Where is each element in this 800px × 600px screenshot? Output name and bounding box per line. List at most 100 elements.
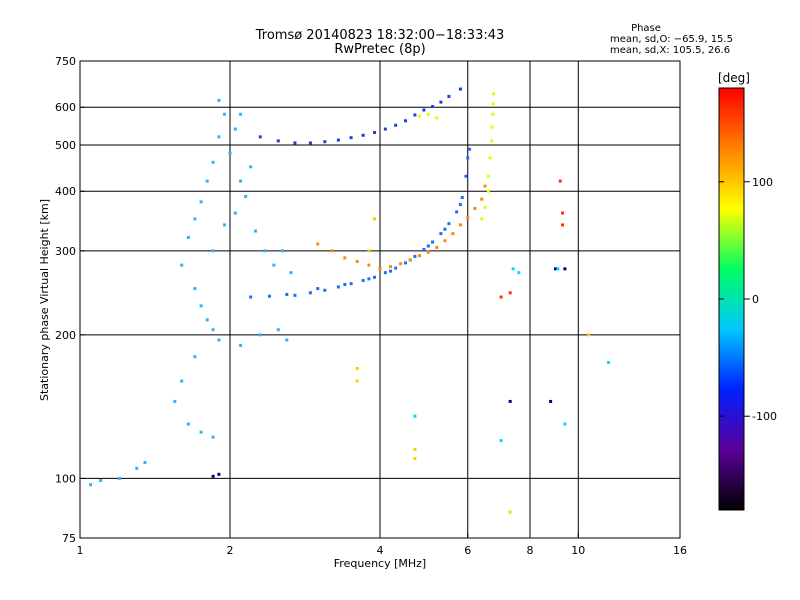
data-point (483, 184, 487, 188)
data-point (281, 249, 285, 253)
data-point (563, 422, 567, 426)
data-point (143, 460, 147, 464)
data-point (308, 291, 312, 295)
data-points (89, 87, 611, 514)
x-tick-label: 4 (377, 544, 384, 557)
colorbar-tick-label: -100 (752, 410, 777, 423)
data-point (458, 223, 462, 227)
data-point (389, 265, 393, 269)
x-axis-ticks: 1 2 4 6 8 10 16 (77, 533, 687, 557)
data-point (435, 116, 439, 120)
data-point (211, 474, 215, 478)
data-point (330, 249, 334, 253)
data-point (263, 249, 267, 253)
data-point (508, 291, 512, 295)
data-point (217, 338, 221, 342)
data-point (422, 108, 426, 112)
data-point (426, 250, 430, 254)
data-point (508, 510, 512, 514)
data-point (253, 229, 257, 233)
data-point (466, 156, 470, 160)
data-point (272, 263, 276, 267)
stats-title: Phase (631, 23, 661, 34)
data-point (378, 267, 382, 271)
data-point (587, 333, 591, 337)
data-point (223, 112, 227, 116)
data-point (403, 261, 407, 265)
data-point (349, 136, 353, 140)
data-point (205, 179, 209, 183)
data-point (289, 271, 293, 275)
data-point (383, 127, 387, 131)
data-point (460, 196, 464, 200)
y-axis-label: Stationary phase Virtual Height [km] (38, 199, 51, 401)
data-point (431, 240, 435, 244)
data-point (399, 262, 403, 266)
data-point (511, 267, 515, 271)
data-point (607, 360, 611, 364)
data-point (117, 476, 121, 480)
data-point (492, 92, 496, 96)
stats-line-x: mean, sd,X: 105.5, 26.6 (610, 45, 730, 56)
data-point (244, 194, 248, 198)
data-point (89, 483, 93, 487)
data-point (367, 277, 371, 281)
data-point (355, 366, 359, 370)
data-point (394, 123, 398, 127)
data-point (394, 266, 398, 270)
data-point (443, 239, 447, 243)
data-point (249, 165, 253, 169)
data-point (480, 217, 484, 221)
data-point (323, 140, 327, 144)
data-point (336, 138, 340, 142)
data-point (99, 478, 103, 482)
data-point (561, 223, 565, 227)
y-tick-label: 400 (55, 185, 76, 198)
data-point (451, 232, 455, 236)
data-point (403, 119, 407, 123)
x-tick-label: 2 (227, 544, 234, 557)
data-point (217, 472, 221, 476)
data-point (239, 343, 243, 347)
data-point (343, 256, 347, 260)
data-point (336, 285, 340, 289)
data-point (186, 235, 190, 239)
data-point (468, 147, 472, 151)
data-point (355, 379, 359, 383)
data-point (483, 205, 487, 209)
data-point (491, 112, 495, 116)
colorbar: [deg] 100 0 -100 (718, 71, 777, 511)
stats-line-o: mean, sd,O: −65.9, 15.5 (610, 34, 733, 45)
data-point (447, 94, 451, 98)
data-point (258, 333, 262, 337)
data-point (413, 414, 417, 418)
data-point (193, 355, 197, 359)
x-tick-label: 1 (77, 544, 84, 557)
data-point (413, 113, 417, 117)
data-point (355, 259, 359, 263)
data-point (458, 87, 462, 91)
data-point (417, 114, 421, 118)
data-point (473, 206, 477, 210)
data-point (239, 179, 243, 183)
y-tick-label: 750 (55, 55, 76, 68)
data-point (193, 287, 197, 291)
y-tick-label: 200 (55, 329, 76, 342)
chart-subtitle: RwPretec (8p) (334, 42, 425, 57)
x-tick-label: 10 (571, 544, 585, 557)
y-axis-ticks: 75 100 200 300 400 500 600 750 (55, 55, 85, 545)
data-point (553, 267, 557, 271)
data-point (211, 249, 215, 253)
data-point (373, 131, 377, 135)
data-point (426, 112, 430, 116)
data-point (316, 287, 320, 291)
data-point (267, 294, 271, 298)
data-point (249, 295, 253, 299)
y-tick-label: 600 (55, 101, 76, 114)
data-point (349, 282, 353, 286)
data-point (233, 127, 237, 131)
data-point (486, 189, 490, 193)
data-point (373, 217, 377, 221)
data-point (490, 125, 494, 129)
data-point (517, 271, 521, 275)
